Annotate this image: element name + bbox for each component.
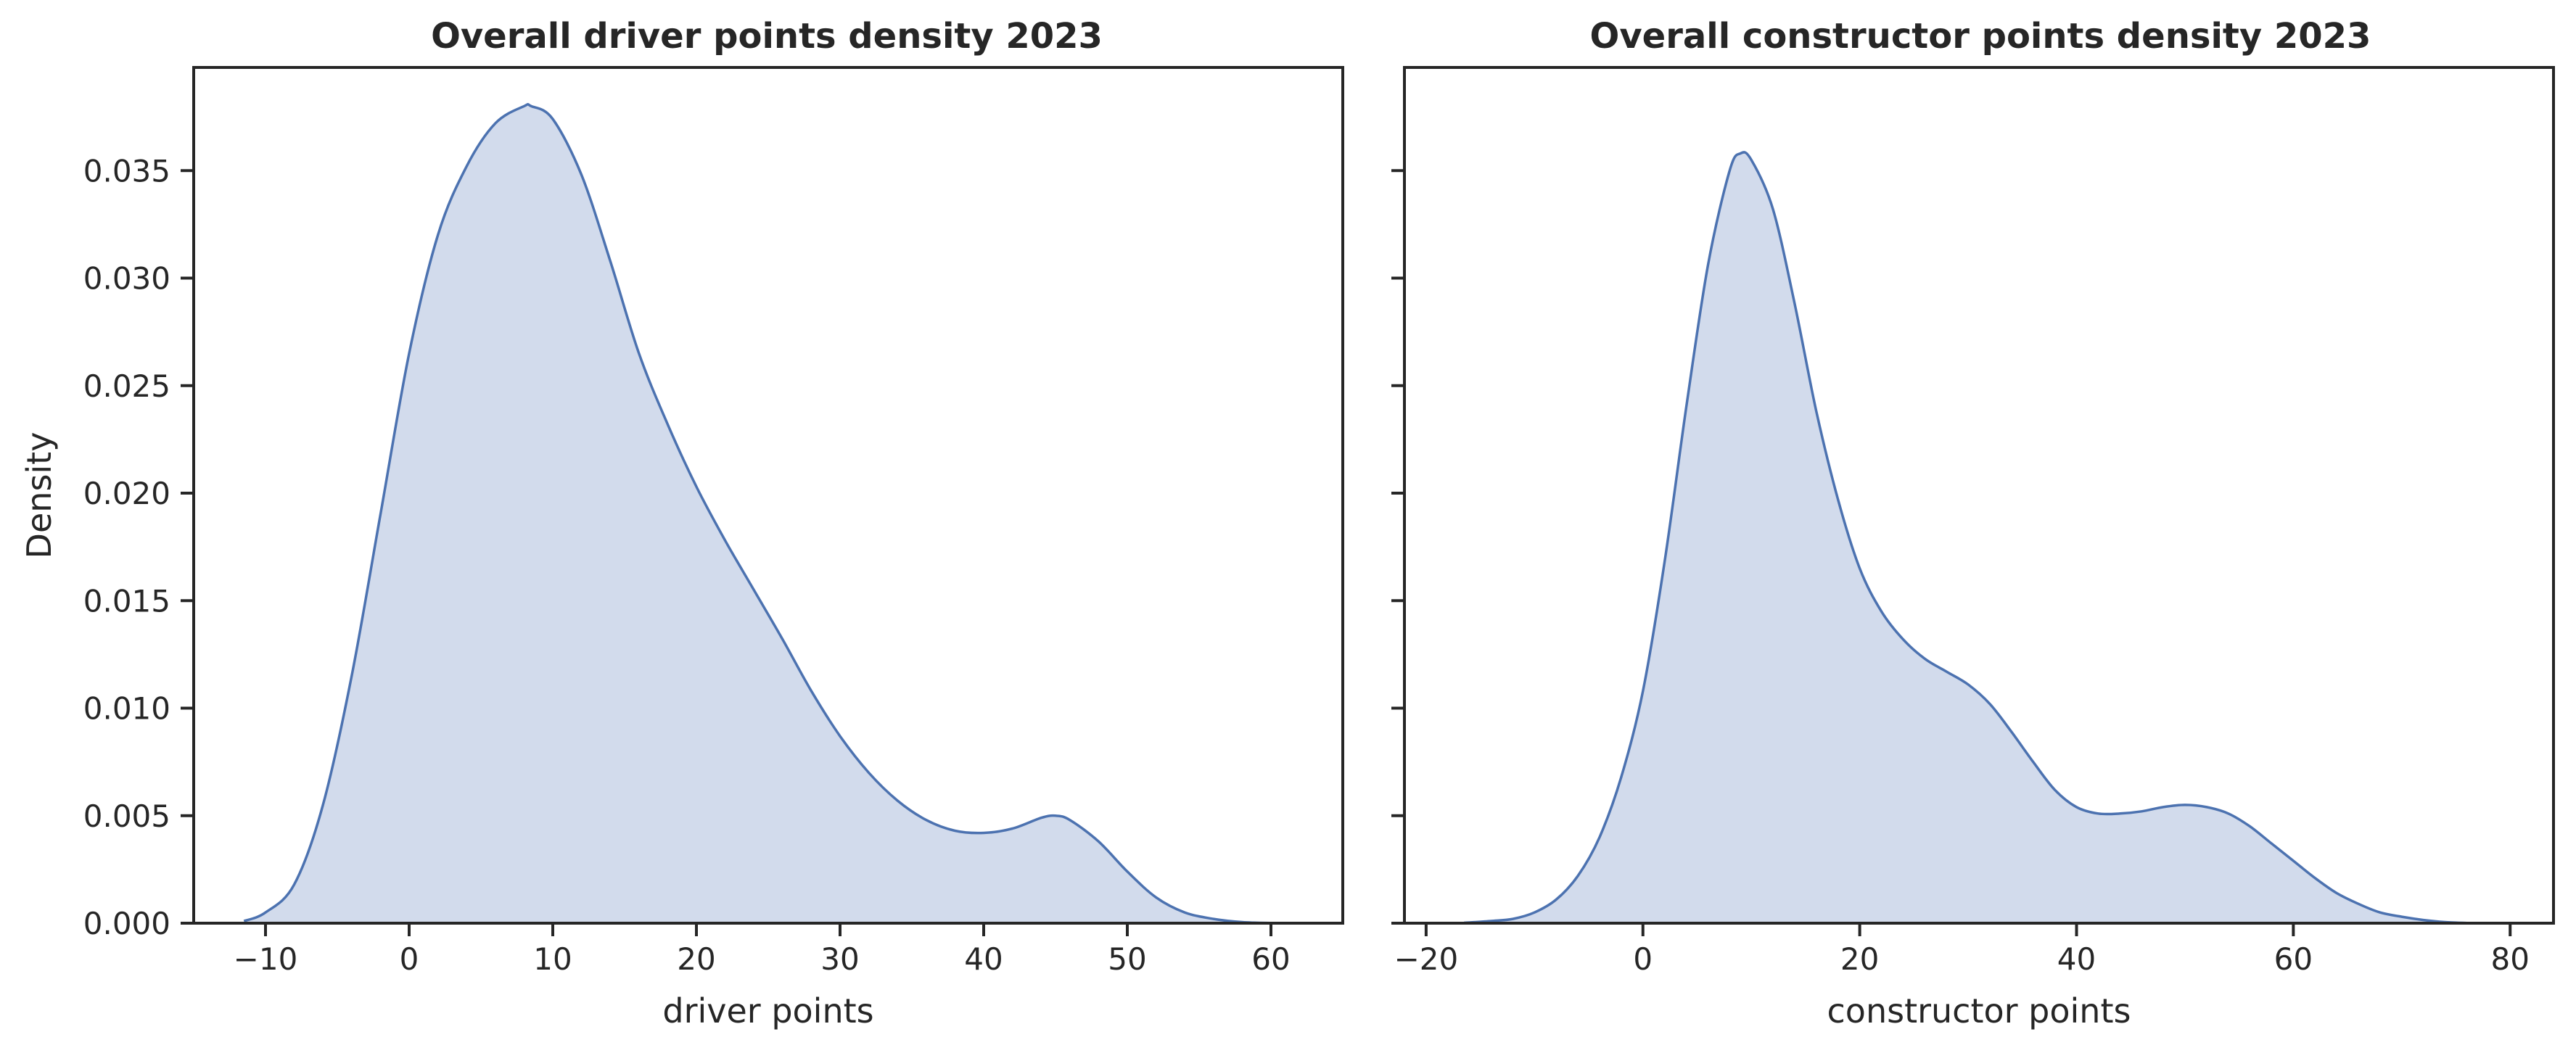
constructor-y-axis-ticks bbox=[1391, 169, 1404, 925]
x-tick-label: 20 bbox=[677, 941, 715, 977]
y-axis-label: Density bbox=[20, 432, 59, 559]
x-tick-label: 60 bbox=[1251, 941, 1290, 977]
x-tick-label: 20 bbox=[1840, 941, 1879, 977]
y-tick-label: 0.030 bbox=[83, 261, 170, 297]
driver-plot-frame bbox=[192, 66, 1344, 925]
constructor-plot-frame bbox=[1403, 66, 2555, 925]
x-tick-label: 50 bbox=[1108, 941, 1146, 977]
x-tick-label: 10 bbox=[533, 941, 572, 977]
x-tick-label: 30 bbox=[820, 941, 859, 977]
constructor-density-area bbox=[1464, 152, 2467, 923]
constructor-points-panel: Overall constructor points density 2023 … bbox=[1391, 16, 2555, 1031]
driver-density-line bbox=[243, 103, 1300, 925]
constructor-x-axis-ticks: −20 0 20 40 60 80 bbox=[1394, 923, 2530, 977]
x-tick-label: 80 bbox=[2490, 941, 2529, 977]
y-tick-label: 0.010 bbox=[83, 691, 170, 727]
driver-density-area bbox=[244, 104, 1300, 924]
x-tick-label: −10 bbox=[234, 941, 298, 977]
driver-points-panel: Overall driver points density 2023 0.000… bbox=[20, 16, 1344, 1031]
y-tick-label: 0.015 bbox=[83, 583, 170, 619]
driver-chart-title: Overall driver points density 2023 bbox=[431, 16, 1103, 57]
driver-x-axis-label: driver points bbox=[662, 991, 873, 1031]
y-tick-label: 0.000 bbox=[83, 906, 170, 941]
y-tick-label: 0.020 bbox=[83, 476, 170, 511]
x-tick-label: 60 bbox=[2274, 941, 2313, 977]
driver-plot-area bbox=[243, 103, 1300, 925]
x-tick-label: 40 bbox=[2057, 941, 2096, 977]
x-tick-label: 0 bbox=[400, 941, 419, 977]
constructor-chart-title: Overall constructor points density 2023 bbox=[1590, 16, 2371, 57]
constructor-x-axis-label: constructor points bbox=[1827, 991, 2131, 1031]
constructor-density-line bbox=[1464, 151, 2467, 925]
driver-y-axis-ticks: 0.000 0.005 0.010 0.015 0.020 0.025 0.030 0.035 bbox=[83, 153, 194, 941]
y-tick-label: 0.005 bbox=[83, 798, 170, 834]
y-tick-label: 0.025 bbox=[83, 368, 170, 404]
x-tick-label: 0 bbox=[1633, 941, 1653, 977]
x-tick-label: −20 bbox=[1394, 941, 1459, 977]
x-tick-label: 40 bbox=[964, 941, 1003, 977]
driver-x-axis-ticks: −10 0 10 20 30 40 50 60 bbox=[234, 923, 1291, 977]
y-tick-label: 0.035 bbox=[83, 153, 170, 189]
constructor-plot-area bbox=[1464, 151, 2467, 925]
